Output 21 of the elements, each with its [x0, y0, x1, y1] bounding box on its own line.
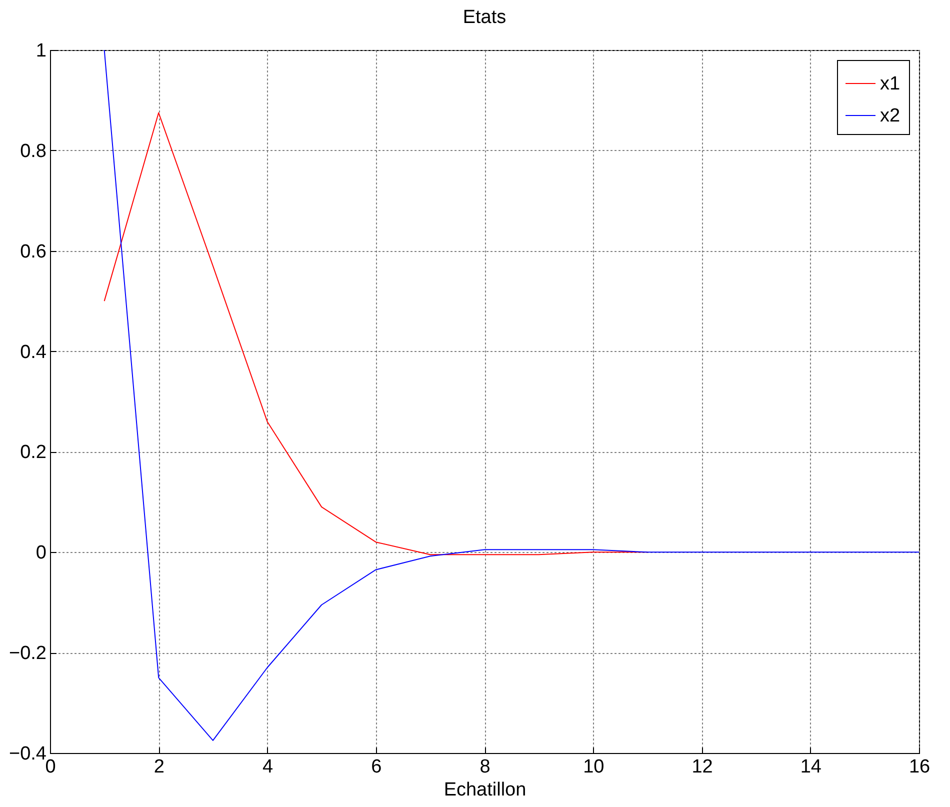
x-tick-label: 4 [262, 756, 274, 778]
x-tick-label: 8 [480, 756, 490, 778]
legend-label: x1 [880, 74, 900, 94]
legend-label: x2 [880, 106, 900, 126]
y-tick-label: 0.2 [20, 442, 46, 464]
y-tick-label: −0.2 [8, 643, 46, 664]
x-tick-label: 16 [908, 756, 930, 778]
x-tick-label: 10 [583, 756, 604, 778]
x-tick-label: 12 [692, 756, 713, 778]
chart-title: Etats [462, 7, 506, 28]
y-tick-label: 1 [36, 40, 46, 62]
y-tick-label: 0 [36, 542, 46, 564]
line-series [104, 50, 919, 741]
x-tick-label: 14 [800, 756, 822, 778]
y-tick-label: 0.4 [20, 342, 47, 363]
x-axis-title: Echatillon [444, 780, 526, 800]
x-tick-label: 6 [371, 756, 382, 778]
y-tick-label: 0.6 [20, 241, 46, 262]
y-tick-label: 0.8 [20, 140, 46, 162]
y-tick-label: −0.4 [8, 744, 47, 764]
x-tick-label: 2 [154, 756, 164, 778]
